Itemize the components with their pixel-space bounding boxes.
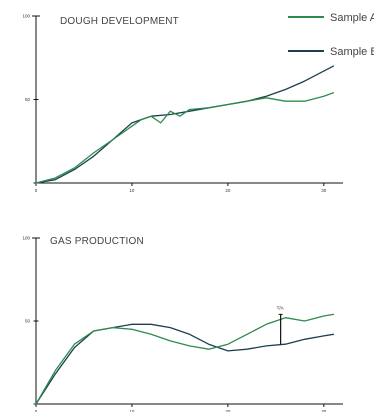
series-line-sample-a bbox=[35, 313, 335, 405]
y-tick-label-100: 100 bbox=[22, 14, 30, 19]
series-line-sample-b bbox=[35, 323, 335, 405]
x-tick-label-10: 10 bbox=[129, 188, 135, 193]
x-tick-label-10: 10 bbox=[129, 409, 135, 412]
legend-item-sample-a: Sample A bbox=[288, 12, 374, 24]
legend-label-sample-b: Sample B bbox=[330, 46, 374, 58]
legend: Sample A Sample B bbox=[288, 12, 374, 58]
chart-title-dough-development: DOUGH DEVELOPMENT bbox=[60, 16, 179, 27]
series-line-sample-a bbox=[35, 92, 335, 184]
chart-title-gas-production: GAS PRODUCTION bbox=[50, 236, 144, 247]
y-tick-label-50: 50 bbox=[25, 97, 31, 102]
y-tick-label-50: 50 bbox=[25, 319, 31, 324]
x-tick-label-30: 30 bbox=[321, 409, 327, 412]
annotation-label: T/A bbox=[277, 305, 284, 310]
gas-production-chart: GAS PRODUCTION 50 100 0 10 20 30 T/A bbox=[22, 236, 343, 412]
series-line-sample-b bbox=[35, 65, 335, 184]
legend-item-sample-b: Sample B bbox=[288, 46, 374, 58]
x-tick-label-20: 20 bbox=[225, 188, 231, 193]
x-tick-label-30: 30 bbox=[321, 188, 327, 193]
y-tick-label-100: 100 bbox=[22, 236, 30, 241]
x-tick-label-20: 20 bbox=[225, 409, 231, 412]
x-tick-label-0: 0 bbox=[35, 409, 38, 412]
legend-label-sample-a: Sample A bbox=[330, 12, 374, 24]
x-tick-label-0: 0 bbox=[35, 188, 38, 193]
dough-development-chart: DOUGH DEVELOPMENT 50 100 0 10 20 30 bbox=[22, 14, 343, 193]
